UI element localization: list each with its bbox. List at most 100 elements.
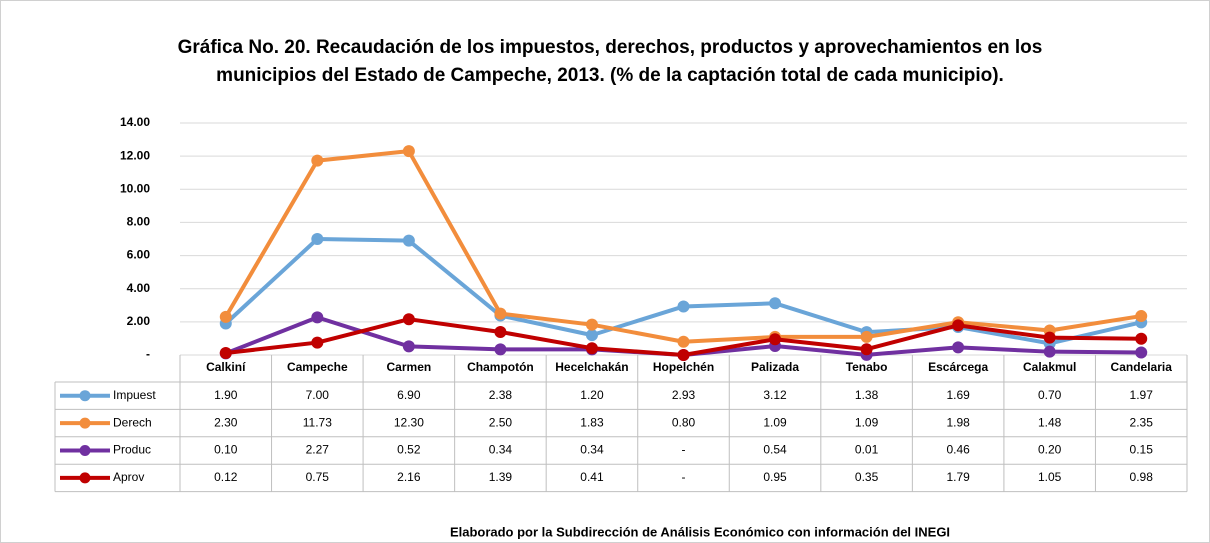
table-cell: 1.97 bbox=[1130, 388, 1154, 402]
point bbox=[402, 145, 415, 158]
point bbox=[769, 297, 782, 310]
point bbox=[1043, 331, 1056, 344]
point bbox=[585, 329, 598, 342]
point bbox=[494, 325, 507, 338]
legend-label: Impuest bbox=[113, 388, 156, 402]
table-cell: 3.12 bbox=[763, 388, 787, 402]
y-tick-label: 12.00 bbox=[120, 148, 150, 162]
point bbox=[1135, 346, 1148, 359]
x-tick-label: Candelaria bbox=[1111, 360, 1173, 374]
table-cell: 2.35 bbox=[1130, 415, 1154, 429]
y-tick-label: 4.00 bbox=[127, 281, 151, 295]
table-cell: 1.38 bbox=[855, 388, 879, 402]
point bbox=[311, 336, 324, 349]
point bbox=[1135, 332, 1148, 345]
legend-label: Derech bbox=[113, 415, 152, 429]
point bbox=[1043, 345, 1056, 358]
x-tick-label: Tenabo bbox=[846, 360, 888, 374]
legend-label: Produc bbox=[113, 443, 151, 457]
table-cell: 12.30 bbox=[394, 415, 424, 429]
table-cell: 2.38 bbox=[489, 388, 513, 402]
x-tick-label: Carmen bbox=[387, 360, 432, 374]
point bbox=[677, 349, 690, 361]
table-cell: 1.39 bbox=[489, 470, 513, 484]
point bbox=[585, 342, 598, 355]
y-tick-label: 2.00 bbox=[127, 314, 151, 328]
table-cell: 1.90 bbox=[214, 388, 238, 402]
table-cell: 1.83 bbox=[580, 415, 604, 429]
y-tick-label: 8.00 bbox=[127, 215, 151, 229]
table-cell: 1.48 bbox=[1038, 415, 1062, 429]
table-cell: 0.34 bbox=[580, 443, 604, 457]
table-cell: 1.69 bbox=[946, 388, 970, 402]
point bbox=[677, 300, 690, 313]
table-cell: 0.54 bbox=[763, 443, 787, 457]
table-cell: 2.93 bbox=[672, 388, 696, 402]
table-cell: 0.34 bbox=[489, 443, 513, 457]
table-cell: - bbox=[682, 443, 686, 457]
table-cell: 1.09 bbox=[763, 415, 787, 429]
x-tick-label: Campeche bbox=[287, 360, 348, 374]
x-tick-label: Calakmul bbox=[1023, 360, 1076, 374]
point bbox=[769, 333, 782, 346]
table-cell: 0.95 bbox=[763, 470, 787, 484]
table-cell: 1.98 bbox=[946, 415, 970, 429]
table-cell: 1.79 bbox=[946, 470, 970, 484]
x-tick-label: Hecelchakán bbox=[555, 360, 628, 374]
table-cell: 2.16 bbox=[397, 470, 421, 484]
point bbox=[402, 313, 415, 326]
point bbox=[494, 343, 507, 356]
footnote: Elaborado por la Subdirección de Análisi… bbox=[450, 524, 950, 539]
point bbox=[402, 340, 415, 353]
table-cell: 2.50 bbox=[489, 415, 513, 429]
legend-marker bbox=[79, 445, 91, 456]
table-cell: 0.98 bbox=[1130, 470, 1154, 484]
legend-marker bbox=[79, 390, 91, 402]
point bbox=[860, 343, 873, 356]
point bbox=[219, 310, 232, 323]
table-cell: 0.35 bbox=[855, 470, 879, 484]
table-cell: 0.15 bbox=[1130, 443, 1154, 457]
y-tick-label: - bbox=[146, 347, 150, 361]
point bbox=[952, 319, 965, 332]
table-cell: 1.20 bbox=[580, 388, 604, 402]
table-cell: 1.05 bbox=[1038, 470, 1062, 484]
table-cell: 7.00 bbox=[306, 388, 330, 402]
x-tick-label: Escárcega bbox=[928, 360, 988, 374]
table-cell: 2.27 bbox=[306, 443, 330, 457]
table-cell: 0.41 bbox=[580, 470, 604, 484]
table-cell: 0.20 bbox=[1038, 443, 1062, 457]
point bbox=[677, 335, 690, 348]
y-tick-label: 14.00 bbox=[120, 115, 150, 129]
table-cell: 0.12 bbox=[214, 470, 238, 484]
y-tick-label: 10.00 bbox=[120, 181, 150, 195]
point bbox=[311, 233, 324, 245]
table-cell: 0.70 bbox=[1038, 388, 1062, 402]
x-tick-label: Calkiní bbox=[206, 360, 246, 374]
legend-marker bbox=[79, 417, 91, 429]
point bbox=[402, 234, 415, 247]
point bbox=[860, 330, 873, 343]
point bbox=[1135, 310, 1148, 323]
table-cell: 0.46 bbox=[946, 443, 970, 457]
point bbox=[311, 154, 324, 167]
table-cell: 2.30 bbox=[214, 415, 238, 429]
legend-label: Aprov bbox=[113, 470, 144, 484]
y-tick-label: 6.00 bbox=[127, 248, 151, 262]
table-cell: 6.90 bbox=[397, 388, 421, 402]
table-cell: 0.52 bbox=[397, 443, 421, 457]
x-tick-label: Hopelchén bbox=[653, 360, 714, 374]
x-tick-label: Palizada bbox=[751, 360, 799, 374]
x-tick-label: Champotón bbox=[467, 360, 534, 374]
legend-marker bbox=[79, 472, 91, 484]
point bbox=[952, 341, 965, 354]
table-cell: 0.10 bbox=[214, 443, 238, 457]
table-cell: 11.73 bbox=[303, 415, 332, 429]
point bbox=[585, 318, 598, 331]
point bbox=[494, 307, 507, 320]
table-cell: 0.80 bbox=[672, 415, 696, 429]
table-cell: 0.01 bbox=[855, 443, 879, 457]
